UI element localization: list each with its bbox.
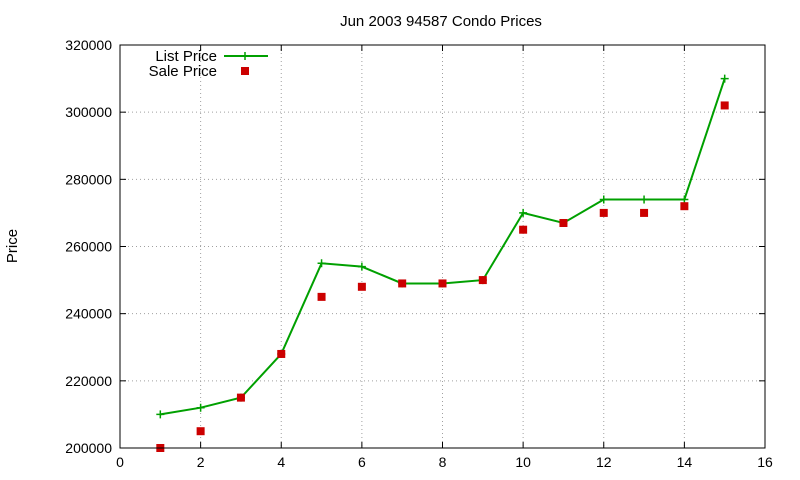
y-tick-label: 220000: [65, 373, 112, 389]
y-tick-label: 300000: [65, 104, 112, 120]
sale-price-point: [519, 225, 528, 234]
x-tick-label: 10: [515, 454, 531, 470]
sale-price-point: [196, 427, 205, 436]
x-tick-label: 2: [197, 454, 205, 470]
list-price-point: [317, 259, 326, 268]
sale-price-point: [236, 393, 245, 402]
sale-price-point: [720, 101, 729, 110]
sale-price-point: [640, 208, 649, 217]
x-tick-label: 12: [596, 454, 612, 470]
legend-label-list-price: List Price: [155, 48, 217, 65]
series-layer: [156, 74, 729, 452]
sale-price-point: [680, 202, 689, 211]
x-tick-label: 16: [757, 454, 773, 470]
plot-frame: [119, 44, 766, 449]
y-tick-label: 200000: [65, 440, 112, 456]
list-price-point: [720, 74, 729, 83]
x-tick-label: 14: [677, 454, 693, 470]
sale-price-point: [599, 208, 608, 217]
list-price-point: [519, 208, 528, 217]
list-price-point: [640, 195, 649, 204]
ticks-layer: 0 2 4 6 8 10 12 14 16 200000 220000 240000 260000 280…: [65, 37, 773, 470]
sale-price-point: [317, 292, 326, 301]
y-tick-label: 260000: [65, 239, 112, 255]
sale-price-point: [357, 282, 366, 291]
x-tick-label: 6: [358, 454, 366, 470]
legend-label-sale-price: Sale Price: [149, 63, 217, 80]
y-tick-label: 280000: [65, 171, 112, 187]
legend-marker-list-price: [241, 52, 249, 60]
list-price-point: [357, 262, 366, 271]
sale-price-point: [277, 349, 286, 358]
x-tick-label: 0: [116, 454, 124, 470]
list-price-point: [680, 195, 689, 204]
x-tick-label: 4: [277, 454, 285, 470]
list-price-point: [156, 410, 165, 419]
x-tick-label: 8: [439, 454, 447, 470]
sale-price-point: [478, 276, 487, 285]
chart-title: Jun 2003 94587 Condo Prices: [340, 13, 542, 30]
sale-price-point: [438, 279, 447, 288]
sale-price-point: [559, 218, 568, 227]
y-tick-label: 320000: [65, 37, 112, 53]
y-axis-label: Price: [4, 229, 21, 263]
legend-marker-sale-price: [241, 67, 249, 75]
list-price-point: [599, 195, 608, 204]
legend: List Price Sale Price: [149, 48, 268, 80]
sale-price-point: [398, 279, 407, 288]
y-tick-label: 240000: [65, 306, 112, 322]
list-price-point: [196, 403, 205, 412]
